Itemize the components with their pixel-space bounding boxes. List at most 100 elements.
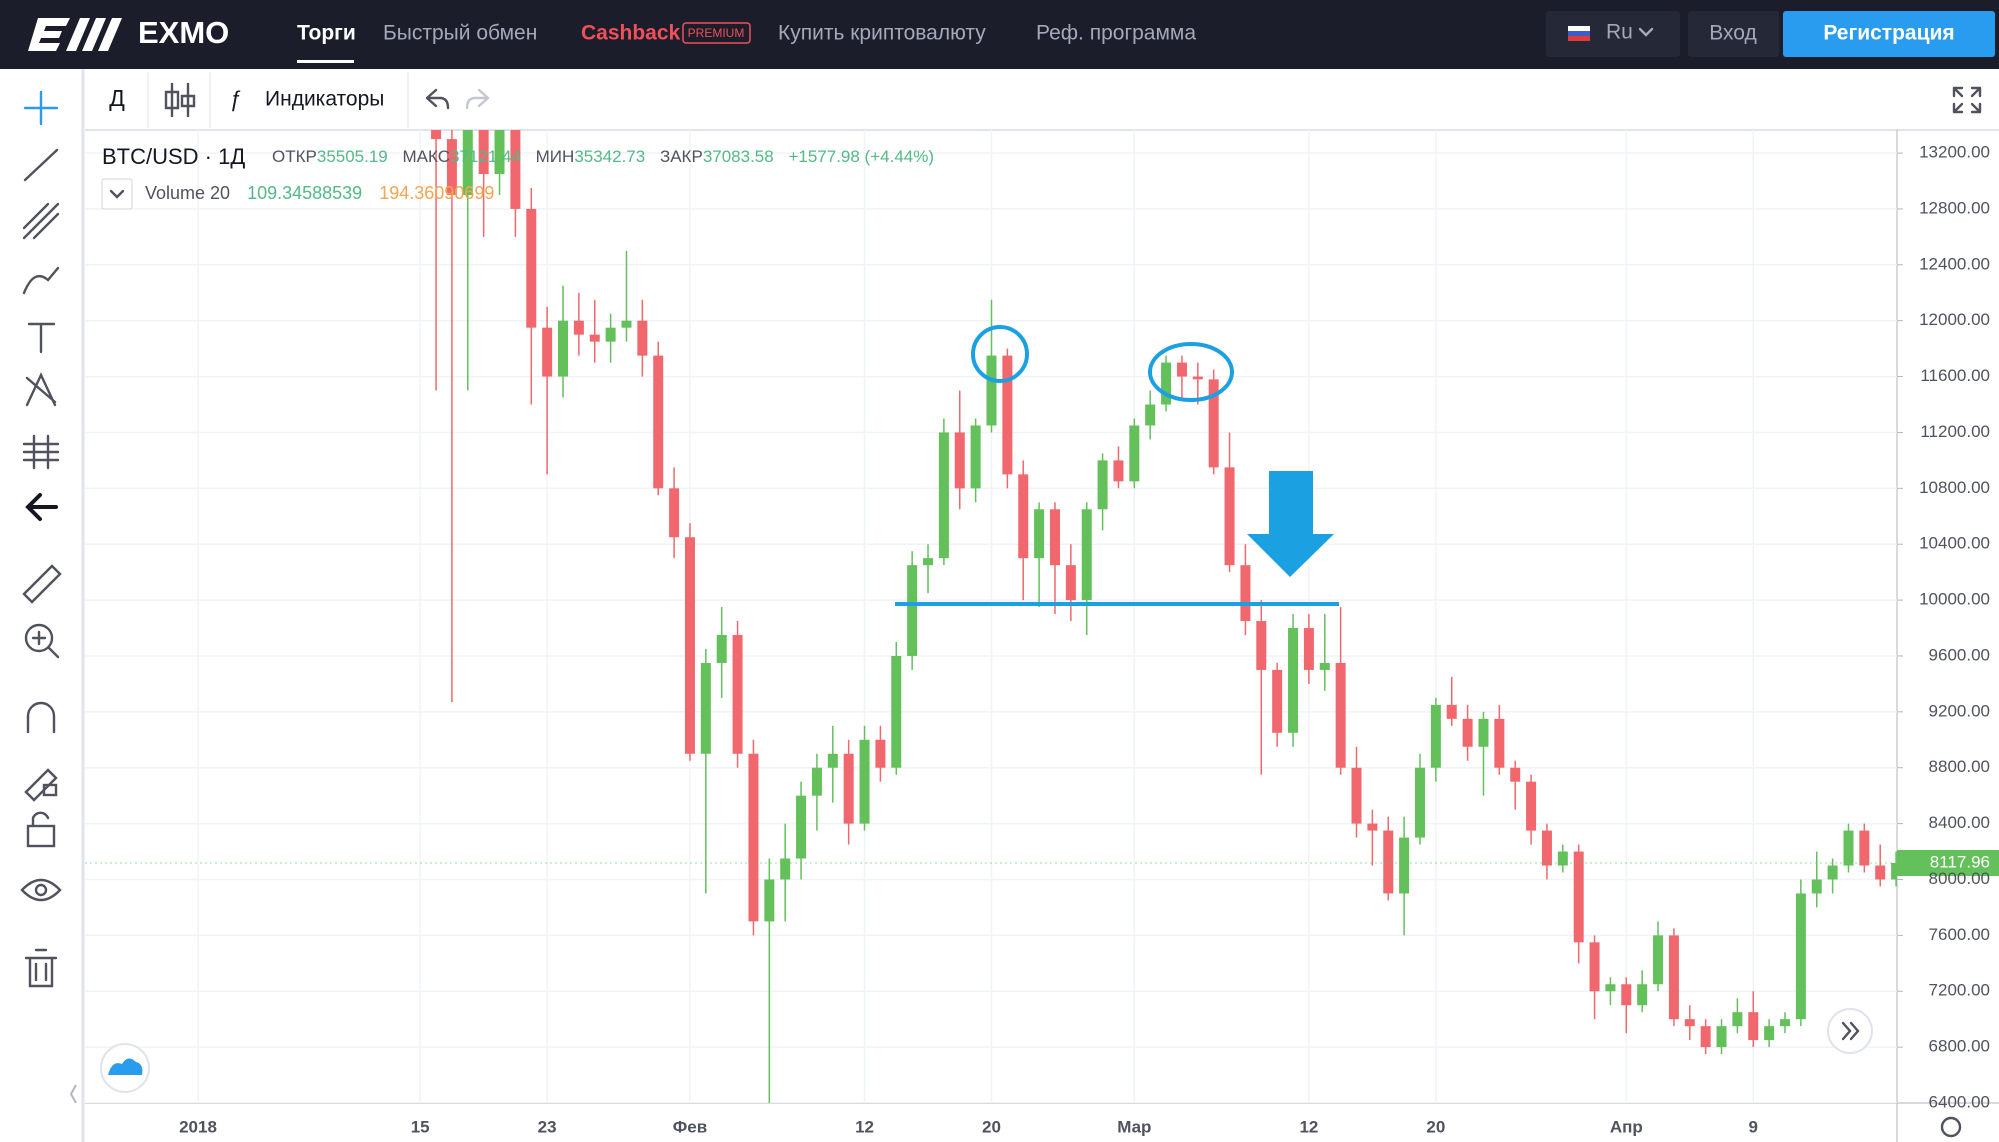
candle-body — [1367, 823, 1378, 831]
nav-item[interactable]: Купить криптовалюту — [778, 22, 986, 45]
candle-body — [907, 565, 918, 656]
x-tick-label: Мар — [1117, 1117, 1151, 1136]
high-label: МАКС — [403, 147, 451, 166]
x-tick-label: 20 — [1426, 1117, 1445, 1136]
candle-body — [1049, 509, 1060, 566]
candle-body — [1780, 1019, 1790, 1027]
candle-body — [1176, 362, 1187, 377]
y-tick-label: 6400.00 — [1929, 1092, 1990, 1111]
candle-body — [621, 320, 632, 328]
close: 37083.58 — [703, 147, 774, 166]
cloud-icon — [108, 1058, 143, 1075]
chevron — [1638, 27, 1654, 37]
x-tick-label: 20 — [982, 1117, 1001, 1136]
symbol: BTC/USD · 1Д — [102, 144, 245, 169]
flag — [1568, 26, 1590, 31]
candle-body — [986, 355, 997, 426]
lang[interactable]: Ru — [1606, 21, 1633, 44]
candle-body — [684, 537, 695, 754]
x-tick-label: Фев — [673, 1117, 707, 1136]
premium-badge — [682, 22, 751, 44]
settings[interactable] — [1940, 1116, 1962, 1138]
cashback[interactable]: Cashback — [581, 22, 681, 45]
candle-body — [1541, 830, 1552, 866]
undo[interactable] — [425, 88, 450, 110]
fx-icon[interactable]: ƒ — [229, 86, 241, 111]
login[interactable]: Вход — [1709, 22, 1757, 45]
logo[interactable]: EXMO — [138, 15, 229, 50]
candle-body — [954, 432, 965, 489]
last-price-label: 8117.96 — [1930, 852, 1990, 871]
candle-body — [494, 130, 505, 175]
y-tick-label: 10400.00 — [1919, 534, 1990, 553]
candle-body — [1557, 851, 1568, 866]
x-tick-label: Апр — [1610, 1117, 1643, 1136]
lang-select[interactable] — [1546, 11, 1680, 57]
y-tick-label: 13200.00 — [1919, 143, 1990, 162]
candle-body — [558, 320, 569, 377]
candle-body — [1668, 935, 1679, 1020]
active-underline — [297, 60, 354, 63]
candle-body — [1065, 565, 1076, 601]
candle-body — [653, 355, 664, 489]
candle-body — [1700, 1026, 1711, 1048]
candle-body — [1081, 509, 1092, 601]
candle-body — [1303, 628, 1314, 670]
tool-icons[interactable] — [20, 90, 62, 988]
candle-body — [1383, 830, 1394, 894]
y-tick-label: 12800.00 — [1919, 198, 1990, 217]
high: 37121.44 — [450, 147, 521, 166]
candle-body — [1192, 376, 1203, 380]
chart-type-icon[interactable] — [164, 82, 196, 118]
candle-body — [1129, 425, 1140, 482]
register-button[interactable] — [1783, 11, 1995, 57]
login-button[interactable] — [1688, 11, 1779, 57]
candle-body — [573, 320, 584, 335]
candle-body — [1113, 460, 1124, 482]
volume-legend: Volume 20 109.34588539 194.36090699 — [145, 183, 494, 203]
candle-body — [1637, 984, 1648, 1006]
redo[interactable] — [465, 88, 490, 110]
candle-body — [1462, 718, 1473, 747]
y-tick-label: 8400.00 — [1929, 813, 1990, 832]
candle-body — [796, 795, 807, 859]
candle-body — [1875, 865, 1886, 880]
y-tick-label: 7200.00 — [1929, 981, 1990, 1000]
candle-body — [542, 327, 553, 377]
candle-body — [1732, 1012, 1743, 1027]
candle-body — [1224, 467, 1235, 566]
candle-body — [1573, 851, 1584, 943]
candle-body — [1018, 474, 1029, 559]
candle-body — [1414, 767, 1425, 838]
volume-value: 109.34588539 — [247, 183, 362, 203]
chevron — [109, 189, 125, 199]
x-tick-label: 15 — [411, 1117, 430, 1136]
candle-body — [1653, 935, 1664, 985]
candle-body — [891, 655, 902, 768]
volume-value: 194.36090699 — [379, 183, 494, 203]
y-tick-label: 12000.00 — [1919, 310, 1990, 329]
candle-body — [510, 130, 521, 209]
premium: PREMIUM — [688, 26, 745, 40]
candle-body — [1764, 1026, 1775, 1041]
candle-body — [1605, 984, 1616, 992]
candle-body — [938, 432, 949, 559]
y-tick-label: 10800.00 — [1919, 478, 1990, 497]
volume: Volume 20 — [145, 183, 230, 203]
chevrons — [1841, 1021, 1860, 1041]
panel-toggle[interactable] — [69, 1084, 77, 1104]
register[interactable]: Регистрация — [1823, 22, 1954, 45]
fullscreen[interactable] — [1952, 86, 1982, 114]
nav-item[interactable]: Быстрый обмен — [383, 22, 537, 45]
low-label: МИН — [536, 147, 575, 166]
indicators[interactable]: Индикаторы — [265, 88, 384, 111]
nav-item[interactable]: Торги — [297, 22, 356, 45]
candle-body — [732, 635, 743, 754]
collapse-button[interactable] — [101, 178, 133, 210]
interval[interactable]: Д — [109, 85, 125, 111]
y-tick-label: 7600.00 — [1929, 925, 1990, 944]
last-price-tag — [1897, 849, 1999, 876]
open-label: ОТКР — [272, 147, 317, 166]
nav-item[interactable]: Реф. программа — [1036, 22, 1196, 45]
candle-body — [669, 488, 680, 538]
